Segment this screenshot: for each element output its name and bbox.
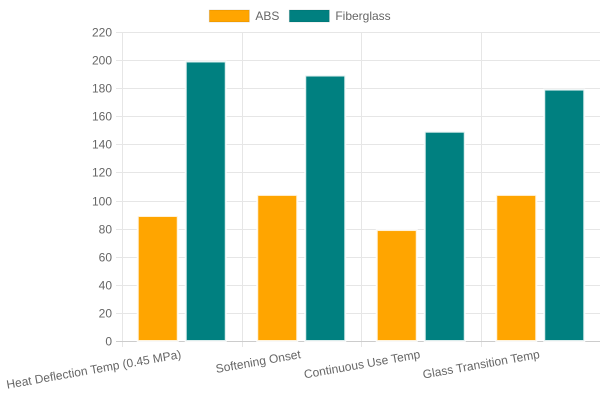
legend-label: ABS [255, 9, 279, 23]
bar-abs[interactable] [136, 214, 179, 342]
y-tick-label: 80 [99, 223, 113, 237]
x-tick-label: Continuous Use Temp [303, 347, 422, 381]
y-tick-label: 0 [105, 335, 112, 349]
y-tick-label: 220 [92, 26, 112, 40]
y-axis: 0 20 40 60 80 100 120 140 160 180 200 220 [92, 26, 112, 349]
y-tick-label: 200 [92, 54, 112, 68]
x-tick-label: Heat Deflection Temp (0.45 MPa) [5, 347, 182, 392]
bar-abs[interactable] [495, 193, 538, 342]
legend-item-fiberglass[interactable]: Fiberglass [288, 9, 391, 23]
legend[interactable]: ABS Fiberglass [208, 9, 391, 23]
x-tick-label: Softening Onset [215, 347, 303, 376]
bars [136, 60, 586, 342]
bar-fiberglass[interactable] [423, 130, 466, 342]
bar-abs[interactable] [375, 229, 418, 342]
y-tick-label: 140 [92, 138, 112, 152]
x-axis: Heat Deflection Temp (0.45 MPa) Softening… [5, 341, 600, 392]
y-tick-label: 160 [92, 110, 112, 124]
bar-fiberglass[interactable] [543, 88, 586, 342]
y-tick-label: 20 [99, 307, 113, 321]
y-tick-label: 60 [99, 251, 113, 265]
legend-label: Fiberglass [335, 9, 390, 23]
y-tick-label: 40 [99, 279, 113, 293]
y-tick-label: 180 [92, 82, 112, 96]
x-tick-label: Glass Transition Temp [422, 347, 541, 381]
bar-fiberglass[interactable] [304, 74, 347, 342]
legend-item-abs[interactable]: ABS [208, 9, 279, 23]
y-tick-label: 100 [92, 195, 112, 209]
bar-abs[interactable] [256, 193, 299, 342]
bar-fiberglass[interactable] [184, 60, 227, 342]
y-tick-label: 120 [92, 166, 112, 180]
legend-swatch [208, 9, 250, 23]
legend-swatch [288, 9, 330, 23]
